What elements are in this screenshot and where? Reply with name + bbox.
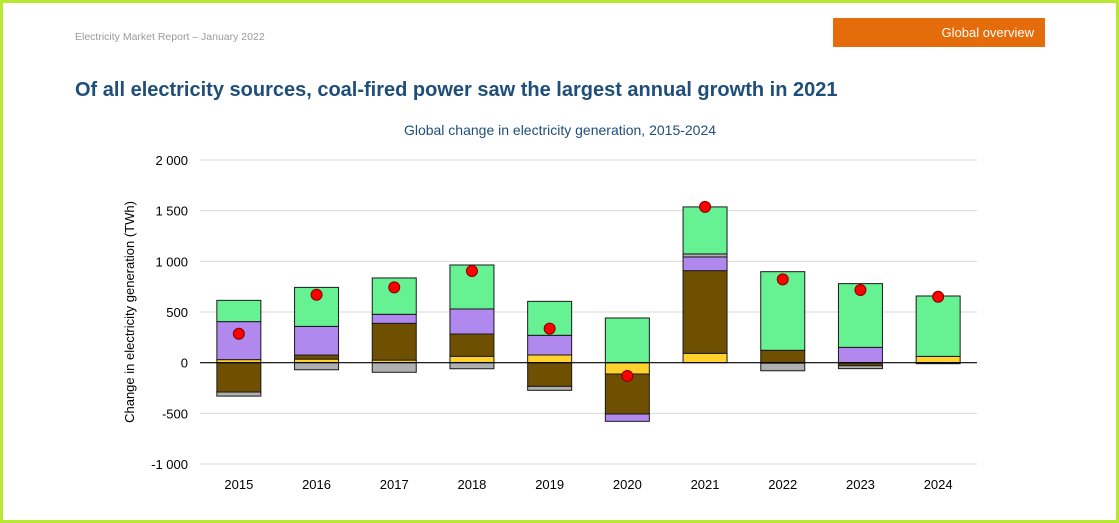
x-tick-label: 2019 bbox=[535, 477, 564, 492]
total-marker-2016 bbox=[310, 288, 323, 301]
bar-segment-2015-4 bbox=[216, 299, 262, 323]
bar-segment-2018-2 bbox=[449, 308, 495, 335]
x-tick-label: 2024 bbox=[924, 477, 953, 492]
bar-segment-2018-1 bbox=[449, 333, 495, 357]
x-tick-label: 2023 bbox=[846, 477, 875, 492]
x-tick-label: 2020 bbox=[613, 477, 642, 492]
bar-segment-2018-0 bbox=[449, 355, 495, 364]
total-marker-2015 bbox=[232, 327, 245, 340]
y-tick-label: -500 bbox=[162, 406, 188, 421]
bar-segment-2024-4 bbox=[915, 295, 961, 357]
section-badge: Global overview bbox=[833, 18, 1045, 47]
y-tick-label: 0 bbox=[181, 356, 188, 371]
bar-segment-2019-2 bbox=[527, 334, 573, 356]
y-axis-label: Change in electricity generation (TWh) bbox=[122, 201, 137, 423]
bar-segment-2017-4 bbox=[371, 277, 417, 315]
y-tick-label: -1 000 bbox=[151, 457, 188, 472]
y-tick-label: 2 000 bbox=[155, 153, 188, 168]
bar-segment-2018-3 bbox=[449, 362, 495, 370]
total-marker-2022 bbox=[776, 273, 789, 286]
chart-title: Global change in electricity generation,… bbox=[404, 122, 716, 138]
bar-segment-2016-2 bbox=[294, 325, 340, 356]
x-tick-label: 2016 bbox=[302, 477, 331, 492]
bar-segment-2023-3 bbox=[837, 365, 883, 370]
bar-segment-2021-4 bbox=[682, 206, 728, 255]
bar-segment-2021-0 bbox=[682, 352, 728, 364]
bar-segment-2015-1 bbox=[216, 362, 262, 393]
x-tick-label: 2018 bbox=[457, 477, 486, 492]
total-marker-2017 bbox=[388, 281, 401, 294]
bar-segment-2021-1 bbox=[682, 270, 728, 354]
x-tick-label: 2017 bbox=[380, 477, 409, 492]
x-tick-label: 2022 bbox=[768, 477, 797, 492]
bar-segment-2017-3 bbox=[371, 362, 417, 373]
bar-segment-2017-1 bbox=[371, 322, 417, 361]
total-marker-2021 bbox=[699, 200, 712, 213]
y-tick-label: 1 000 bbox=[155, 254, 188, 269]
bar-segment-2022-1 bbox=[760, 349, 806, 364]
bar-segment-2016-3 bbox=[294, 362, 340, 371]
bar-segment-2016-1 bbox=[294, 354, 340, 360]
bar-segment-2020-2 bbox=[604, 413, 650, 422]
bar-segment-2022-3 bbox=[760, 362, 806, 372]
y-tick-label: 1 500 bbox=[155, 204, 188, 219]
total-marker-2019 bbox=[543, 322, 556, 335]
bar-segment-2021-2 bbox=[682, 256, 728, 272]
page-headline: Of all electricity sources, coal-fired p… bbox=[75, 79, 838, 101]
bar-segment-2023-2 bbox=[837, 346, 883, 364]
bar-segment-2016-4 bbox=[294, 286, 340, 327]
bar-segment-2015-2 bbox=[216, 321, 262, 361]
bar-segment-2015-3 bbox=[216, 391, 262, 397]
bar-segment-2019-0 bbox=[527, 354, 573, 364]
bar-segment-2019-1 bbox=[527, 362, 573, 387]
total-marker-2020 bbox=[621, 369, 634, 382]
bar-segment-2020-4 bbox=[604, 317, 650, 364]
x-tick-label: 2015 bbox=[224, 477, 253, 492]
bar-segment-2024-0 bbox=[915, 355, 961, 364]
bar-segment-2017-2 bbox=[371, 313, 417, 324]
total-marker-2024 bbox=[932, 290, 945, 303]
total-marker-2018 bbox=[465, 264, 478, 277]
report-label: Electricity Market Report – January 2022 bbox=[75, 31, 265, 43]
total-marker-2023 bbox=[854, 284, 867, 297]
y-tick-label: 500 bbox=[166, 305, 188, 320]
bar-segment-2019-3 bbox=[527, 385, 573, 391]
x-tick-label: 2021 bbox=[691, 477, 720, 492]
